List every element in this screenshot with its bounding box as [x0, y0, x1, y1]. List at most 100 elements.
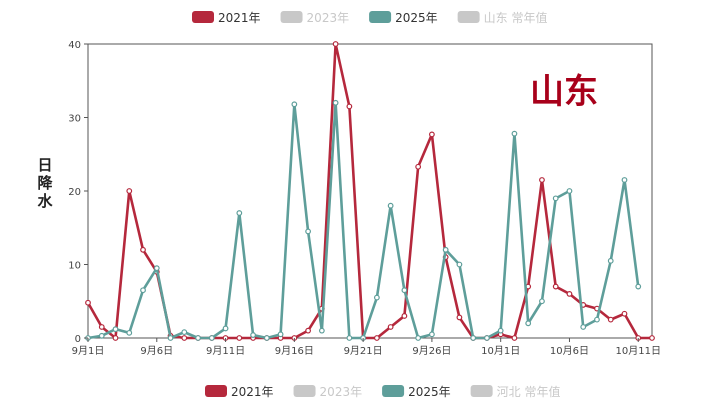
y-axis-label: 日降水	[37, 156, 53, 210]
legend-item[interactable]: 河北 常年值	[470, 384, 561, 399]
data-point[interactable]	[305, 327, 311, 334]
axis-ticks: 0 10 20 30 40 9月1日 9月6日 9月11日 9月16日 9月21日 9月26日 10月…	[68, 40, 661, 357]
data-point[interactable]	[552, 195, 559, 202]
data-point[interactable]	[153, 265, 160, 272]
data-point[interactable]	[594, 316, 600, 323]
x-tick-label: 9月26日	[412, 345, 451, 357]
legend-item[interactable]: 2025年	[382, 385, 451, 399]
data-point[interactable]	[621, 310, 628, 317]
data-point[interactable]	[442, 246, 449, 253]
legend-label: 2023年	[320, 385, 363, 399]
data-point[interactable]	[511, 130, 518, 137]
legend-item[interactable]: 2023年	[280, 11, 350, 25]
data-point[interactable]	[291, 101, 298, 108]
legend-item[interactable]: 山东 常年值	[457, 10, 548, 25]
data-point[interactable]	[167, 335, 174, 341]
data-point[interactable]	[318, 327, 325, 334]
data-point[interactable]	[387, 202, 394, 209]
data-point[interactable]	[429, 331, 435, 338]
y-tick-label: 20	[68, 187, 81, 198]
data-point[interactable]	[539, 177, 545, 183]
data-point[interactable]	[497, 327, 504, 334]
y-axis-label-char: 降	[37, 174, 53, 192]
data-point[interactable]	[429, 131, 435, 138]
data-point[interactable]	[607, 316, 614, 323]
data-point[interactable]	[373, 294, 380, 301]
data-point[interactable]	[181, 329, 188, 336]
y-axis-label-char: 日	[37, 156, 52, 174]
data-point[interactable]	[456, 261, 463, 268]
x-tick-label: 9月16日	[275, 345, 314, 357]
legend-swatch	[470, 385, 493, 397]
data-point[interactable]	[346, 335, 353, 341]
data-point[interactable]	[236, 210, 243, 216]
data-point[interactable]	[607, 257, 614, 264]
data-point[interactable]	[98, 332, 105, 339]
data-point[interactable]	[277, 331, 284, 338]
data-point[interactable]	[85, 299, 91, 306]
data-point[interactable]	[373, 335, 380, 341]
legend-label: 2021年	[231, 385, 274, 399]
data-point[interactable]	[484, 335, 490, 341]
data-point[interactable]	[112, 326, 119, 333]
data-point[interactable]	[649, 335, 655, 341]
legend-swatch	[205, 385, 227, 397]
legend-label: 河北 常年值	[497, 384, 561, 399]
legend-label: 2025年	[395, 11, 438, 25]
legend-top: 2021年 2023年 2025年 山东 常年值	[192, 10, 547, 25]
legend-swatch	[382, 385, 405, 397]
data-point[interactable]	[566, 188, 573, 194]
data-point[interactable]	[181, 335, 188, 341]
legend-item[interactable]: 2023年	[293, 385, 363, 399]
data-point[interactable]	[470, 335, 477, 341]
legend-item[interactable]: 2021年	[205, 385, 274, 399]
data-point[interactable]	[126, 329, 133, 336]
data-point[interactable]	[222, 325, 229, 332]
data-point[interactable]	[511, 335, 518, 341]
y-axis-label-char: 水	[37, 192, 53, 210]
data-point[interactable]	[208, 335, 215, 341]
y-tick-label: 30	[68, 114, 81, 125]
y-tick-label: 40	[68, 40, 81, 51]
data-point[interactable]	[112, 335, 119, 341]
data-point[interactable]	[401, 313, 408, 319]
data-point[interactable]	[566, 291, 573, 297]
legend-item[interactable]: 2025年	[369, 11, 438, 25]
data-point[interactable]	[525, 320, 532, 327]
data-point[interactable]	[415, 335, 422, 341]
data-point[interactable]	[140, 287, 146, 294]
data-point[interactable]	[456, 314, 463, 321]
data-point[interactable]	[263, 335, 270, 341]
data-point[interactable]	[346, 103, 353, 110]
data-point[interactable]	[126, 188, 133, 194]
data-point[interactable]	[635, 283, 642, 290]
data-point[interactable]	[195, 335, 201, 341]
data-point[interactable]	[332, 99, 339, 106]
legend-label: 山东 常年值	[484, 10, 548, 25]
x-tick-label: 10月1日	[481, 345, 520, 357]
legend-swatch	[457, 11, 480, 23]
data-point[interactable]	[98, 324, 105, 330]
x-tick-label: 10月6日	[550, 345, 589, 357]
data-point[interactable]	[236, 335, 243, 341]
legend-item[interactable]: 2021年	[192, 11, 261, 25]
data-point[interactable]	[580, 324, 587, 330]
data-point[interactable]	[621, 177, 628, 183]
data-point[interactable]	[415, 163, 422, 170]
overlay-title: 山东	[530, 72, 598, 112]
series-layer	[85, 41, 655, 341]
data-point[interactable]	[387, 324, 394, 330]
series-1	[85, 99, 642, 341]
data-point[interactable]	[332, 41, 339, 47]
data-point[interactable]	[552, 283, 559, 290]
x-tick-label: 9月11日	[206, 345, 245, 357]
data-point[interactable]	[140, 246, 146, 253]
series-line	[87, 101, 640, 340]
data-point[interactable]	[250, 332, 256, 338]
data-point[interactable]	[305, 228, 311, 235]
legend-swatch	[192, 11, 214, 23]
legend-label: 2025年	[408, 385, 451, 399]
data-point[interactable]	[539, 298, 545, 305]
data-point[interactable]	[401, 287, 408, 294]
